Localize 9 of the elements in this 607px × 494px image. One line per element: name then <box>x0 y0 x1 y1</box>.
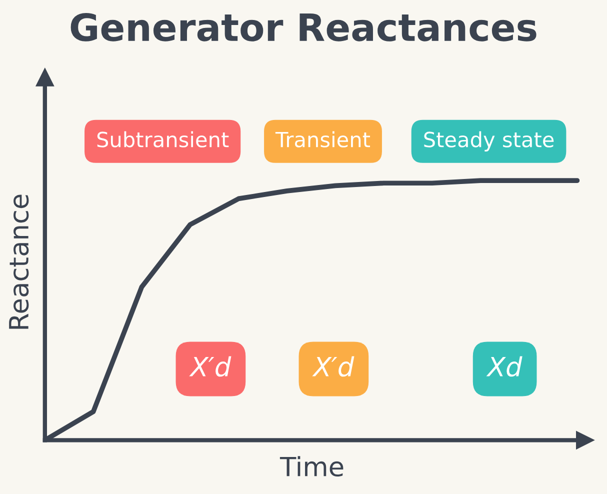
annotation: X′d <box>312 356 354 377</box>
text: Transient <box>275 131 370 148</box>
x-axis-title: Time <box>280 456 344 477</box>
chart-title: Generator Reactances <box>70 13 536 42</box>
y-axis-title: Reactance <box>9 194 29 329</box>
annotation: X′d <box>189 356 232 377</box>
annotation: Xd <box>486 356 522 377</box>
text: Steady state <box>424 131 554 152</box>
text: Subtransient <box>97 131 229 148</box>
